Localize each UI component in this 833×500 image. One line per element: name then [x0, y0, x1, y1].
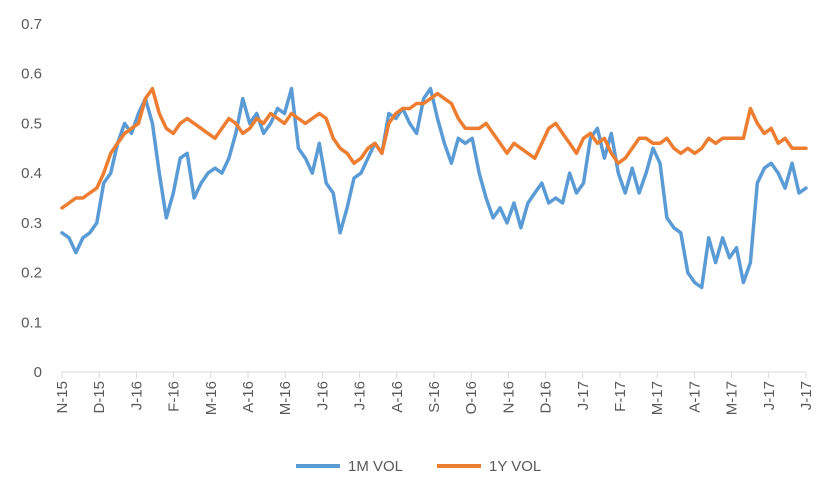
- plot-lines: [60, 86, 808, 290]
- x-tick-label: D-15: [91, 381, 108, 414]
- y-tick-label: 0: [34, 364, 42, 381]
- x-tick-label: A-16: [389, 381, 406, 413]
- legend-label: 1M VOL: [348, 458, 403, 475]
- y-tick-label: 0.4: [21, 165, 42, 182]
- x-tick-label: M-16: [203, 381, 220, 415]
- y-tick-label: 0.1: [21, 314, 42, 331]
- x-tick-label: J-17: [798, 381, 815, 410]
- x-tick-label: A-17: [686, 381, 703, 413]
- x-axis-ticks: N-15 D-15 J-16 F-16 M-16 A-16 M-16 J-16 J-16 A-16…: [54, 372, 815, 415]
- y-tick-label: 0.3: [21, 215, 42, 232]
- x-tick-label: M-17: [649, 381, 666, 415]
- x-tick-label: J-17: [761, 381, 778, 410]
- x-tick-label: O-16: [463, 381, 480, 414]
- x-tick-label: N-16: [500, 381, 517, 414]
- series-line-1y-vol: [60, 86, 808, 210]
- y-axis-labels: 0 0.1 0.2 0.3 0.4 0.5 0.6 0.7: [21, 16, 42, 381]
- x-tick-label: S-16: [426, 381, 443, 413]
- x-tick-label: M-17: [724, 381, 741, 415]
- series-line-1m-vol: [60, 86, 808, 290]
- x-tick-label: F-16: [166, 381, 183, 412]
- y-tick-label: 0.5: [21, 115, 42, 132]
- legend: 1M VOL 1Y VOL: [296, 458, 541, 475]
- legend-label: 1Y VOL: [489, 458, 541, 475]
- x-tick-label: M-16: [277, 381, 294, 415]
- x-tick-label: N-15: [54, 381, 71, 414]
- x-tick-label: J-16: [314, 381, 331, 410]
- x-tick-label: J-16: [352, 381, 369, 410]
- x-tick-label: J-17: [575, 381, 592, 410]
- y-tick-label: 0.2: [21, 265, 42, 282]
- x-tick-label: F-17: [612, 381, 629, 412]
- x-tick-label: J-16: [128, 381, 145, 410]
- y-tick-label: 0.7: [21, 16, 42, 33]
- x-tick-label: D-16: [538, 381, 555, 414]
- x-tick-label: A-16: [240, 381, 257, 413]
- y-tick-label: 0.6: [21, 66, 42, 83]
